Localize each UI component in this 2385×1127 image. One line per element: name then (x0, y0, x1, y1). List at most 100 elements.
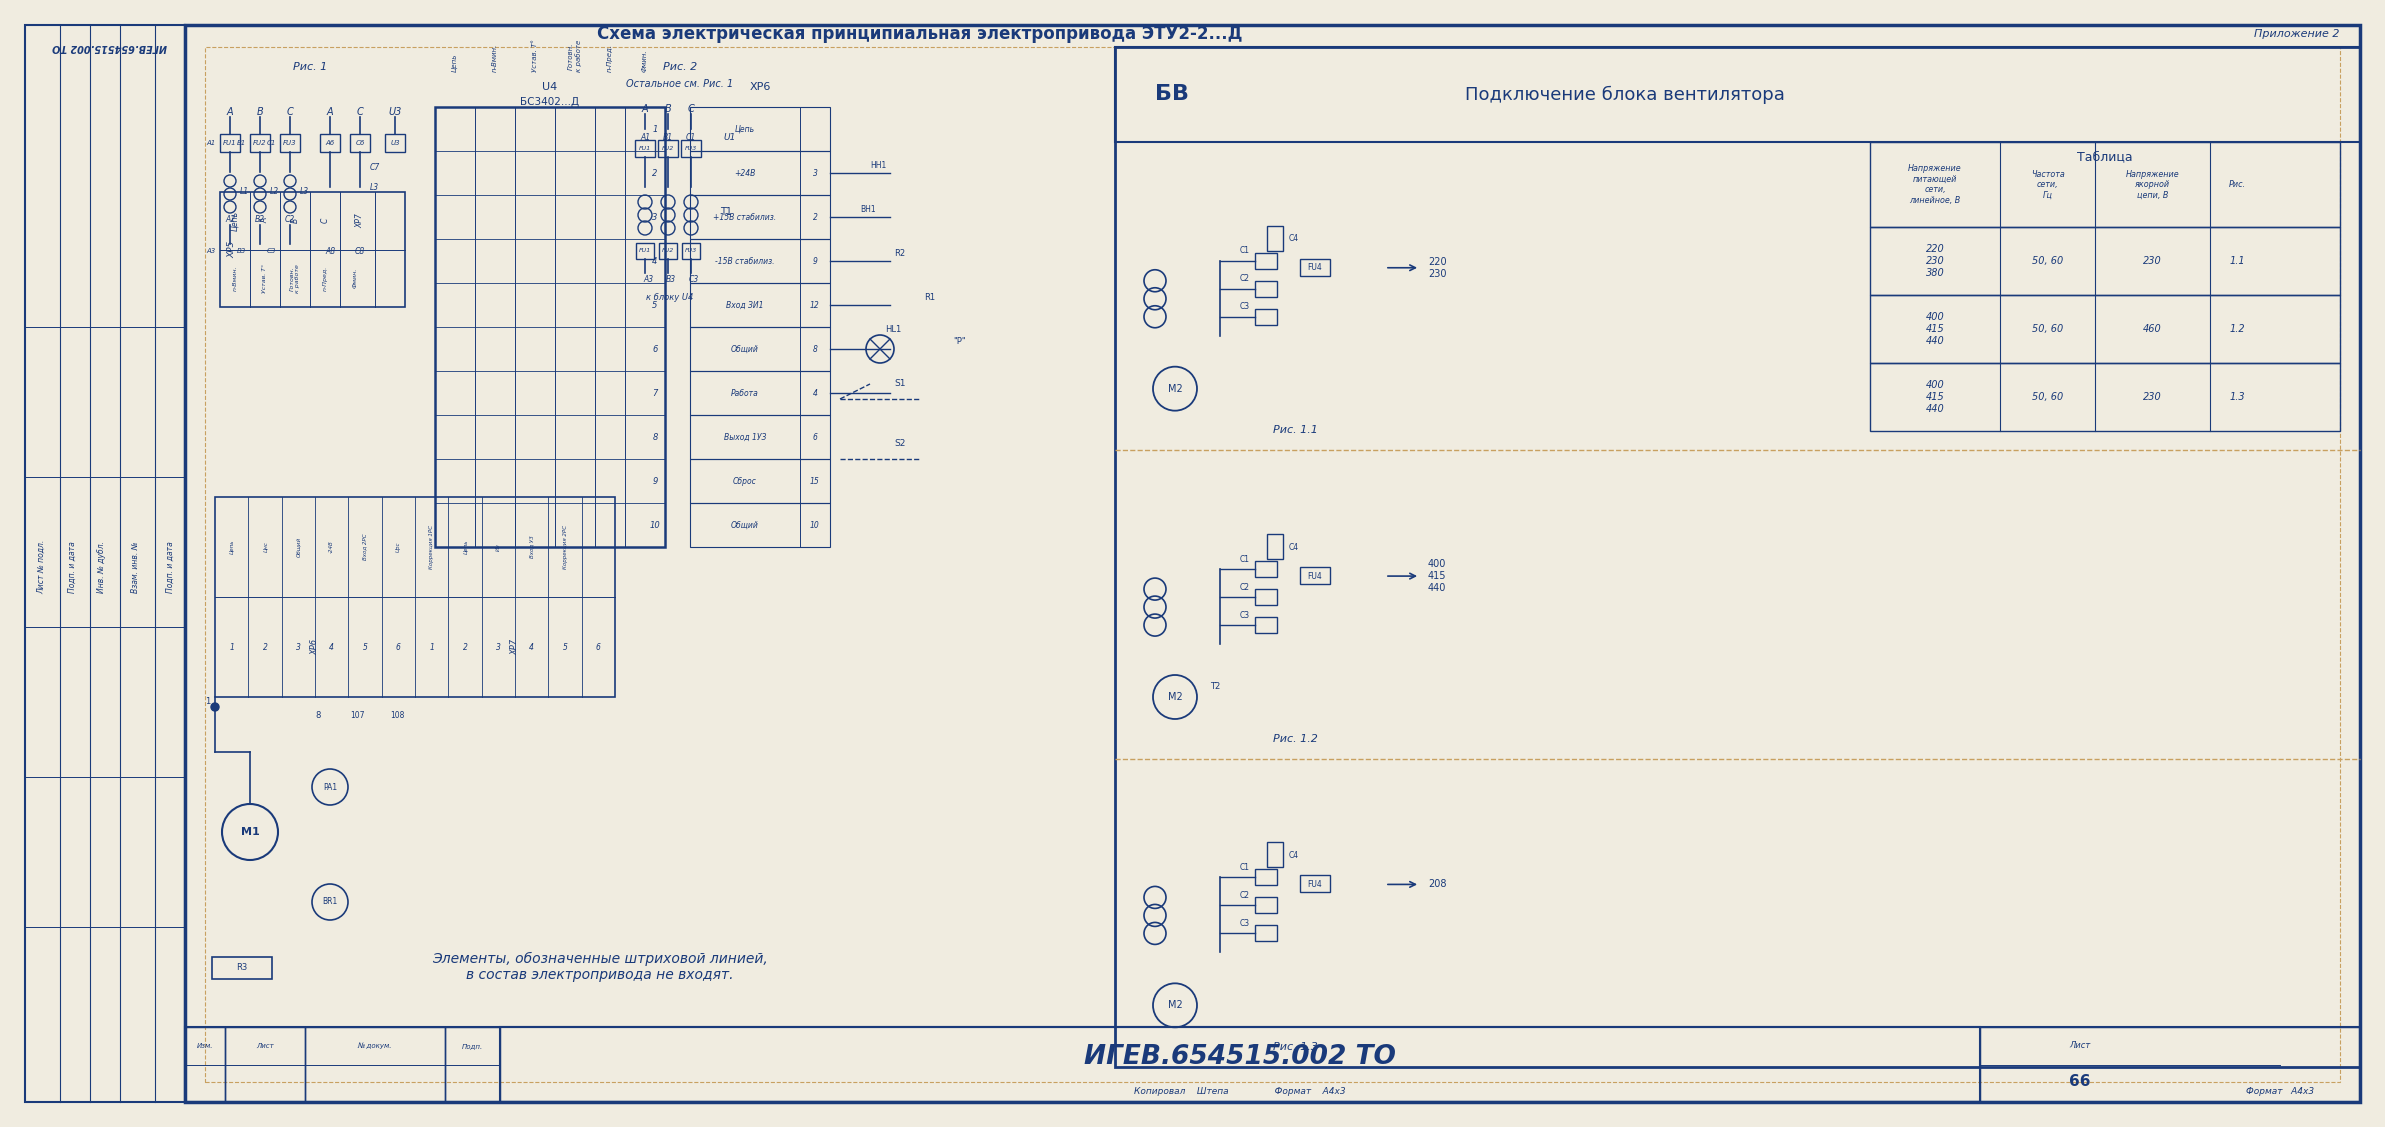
Text: 8: 8 (315, 710, 320, 719)
Text: Выход 1УЗ: Выход 1УЗ (723, 433, 766, 442)
Text: Цепь: Цепь (231, 211, 238, 231)
Text: Напряжение
питающей
сети,
линейное, В: Напряжение питающей сети, линейное, В (1908, 165, 1963, 205)
Text: C8: C8 (355, 248, 365, 257)
Text: C: C (358, 107, 363, 117)
Bar (1300, 567, 1331, 584)
Text: Цепь: Цепь (451, 54, 458, 72)
Text: C6: C6 (355, 140, 365, 147)
Bar (658, 140, 677, 157)
Bar (1870, 142, 2340, 227)
Bar (1870, 227, 2340, 295)
Text: FU3: FU3 (284, 140, 296, 147)
Bar (1266, 842, 1283, 868)
Text: 220
230: 220 230 (1429, 257, 1448, 278)
Text: 108: 108 (391, 710, 405, 719)
Text: ИГЕВ.654515.002 ТО: ИГЕВ.654515.002 ТО (1085, 1044, 1395, 1070)
Text: 66: 66 (2070, 1074, 2092, 1089)
Text: n-Вмин.: n-Вмин. (231, 266, 238, 291)
Text: M1: M1 (241, 827, 260, 837)
Bar (305, 1027, 446, 1102)
Bar (1255, 281, 1276, 296)
Text: к блоку U4: к блоку U4 (646, 293, 694, 302)
Text: C3: C3 (267, 248, 277, 254)
Text: Коррекция 1РС: Коррекция 1РС (429, 525, 434, 569)
Text: 50, 60: 50, 60 (2032, 256, 2063, 266)
Text: 4: 4 (813, 389, 818, 398)
Text: ХР6: ХР6 (310, 639, 320, 655)
Text: БВ: БВ (1154, 85, 1190, 105)
Text: 3: 3 (653, 213, 658, 222)
Text: Общий: Общий (296, 536, 301, 557)
Text: Подп.: Подп. (463, 1042, 484, 1049)
Text: FU3: FU3 (684, 147, 696, 151)
Text: B: B (291, 219, 301, 223)
Bar (689, 107, 830, 151)
Text: 9: 9 (653, 477, 658, 486)
Text: Ин: Ин (496, 543, 501, 551)
Bar (224, 1027, 305, 1102)
Text: C: C (687, 104, 694, 114)
Text: 107: 107 (351, 710, 365, 719)
Text: ХР6: ХР6 (749, 82, 770, 92)
Text: 2: 2 (653, 169, 658, 177)
Bar (219, 134, 241, 152)
Bar (219, 192, 405, 307)
Text: C2: C2 (1240, 274, 1250, 283)
Text: C3: C3 (1240, 302, 1250, 311)
Bar (320, 134, 341, 152)
Bar (689, 151, 830, 195)
Text: C3: C3 (689, 275, 699, 284)
Text: 50, 60: 50, 60 (2032, 323, 2063, 334)
Bar (279, 134, 301, 152)
Text: B3: B3 (665, 275, 675, 284)
Text: C4: C4 (1288, 234, 1300, 243)
Text: Вход У3: Вход У3 (529, 535, 534, 558)
Text: n-Пред.: n-Пред. (608, 44, 613, 72)
Bar (1870, 295, 2340, 363)
Text: Фмин.: Фмин. (642, 50, 649, 72)
Bar (682, 140, 701, 157)
Text: Сброс: Сброс (732, 477, 756, 486)
Text: 1.3: 1.3 (2230, 392, 2244, 402)
Bar (1300, 876, 1331, 893)
Bar (1870, 363, 2340, 431)
Bar (1255, 252, 1276, 268)
Bar (689, 503, 830, 547)
Text: Рис. 1: Рис. 1 (293, 62, 327, 72)
Text: FU1: FU1 (224, 140, 236, 147)
Text: Рис. 2: Рис. 2 (663, 62, 696, 72)
Bar (205, 47, 2340, 1082)
Text: 220
230
380: 220 230 380 (1925, 245, 1944, 277)
Text: C2: C2 (1240, 583, 1250, 592)
Bar (689, 195, 830, 239)
Text: 460: 460 (2144, 323, 2161, 334)
Text: 9: 9 (813, 257, 818, 266)
Text: ХР7: ХР7 (355, 213, 365, 228)
Text: FU3: FU3 (684, 248, 696, 254)
Text: A: A (327, 107, 334, 117)
Text: 5: 5 (653, 301, 658, 310)
Text: FU2: FU2 (253, 140, 267, 147)
Text: Лист: Лист (255, 1042, 274, 1049)
Text: Подключение блока вентилятора: Подключение блока вентилятора (1464, 86, 1784, 104)
Text: FU4: FU4 (1307, 880, 1321, 889)
Bar (634, 140, 656, 157)
Text: C: C (286, 107, 293, 117)
Text: T1: T1 (720, 207, 732, 218)
Text: C1: C1 (1240, 554, 1250, 564)
Bar (682, 243, 701, 259)
Text: HL1: HL1 (885, 325, 902, 334)
Text: Устав. Т°: Устав. Т° (262, 264, 267, 293)
Text: A3: A3 (207, 248, 217, 254)
Text: L3: L3 (370, 183, 379, 192)
Text: C4: C4 (1288, 851, 1300, 860)
Text: A2: A2 (224, 214, 236, 223)
Text: B: B (258, 107, 262, 117)
Text: Общий: Общий (732, 521, 758, 530)
Text: R2: R2 (894, 248, 906, 257)
Bar (689, 415, 830, 459)
Bar (1255, 309, 1276, 325)
Bar (1255, 589, 1276, 605)
Text: A: A (642, 104, 649, 114)
Text: U3: U3 (391, 140, 401, 147)
